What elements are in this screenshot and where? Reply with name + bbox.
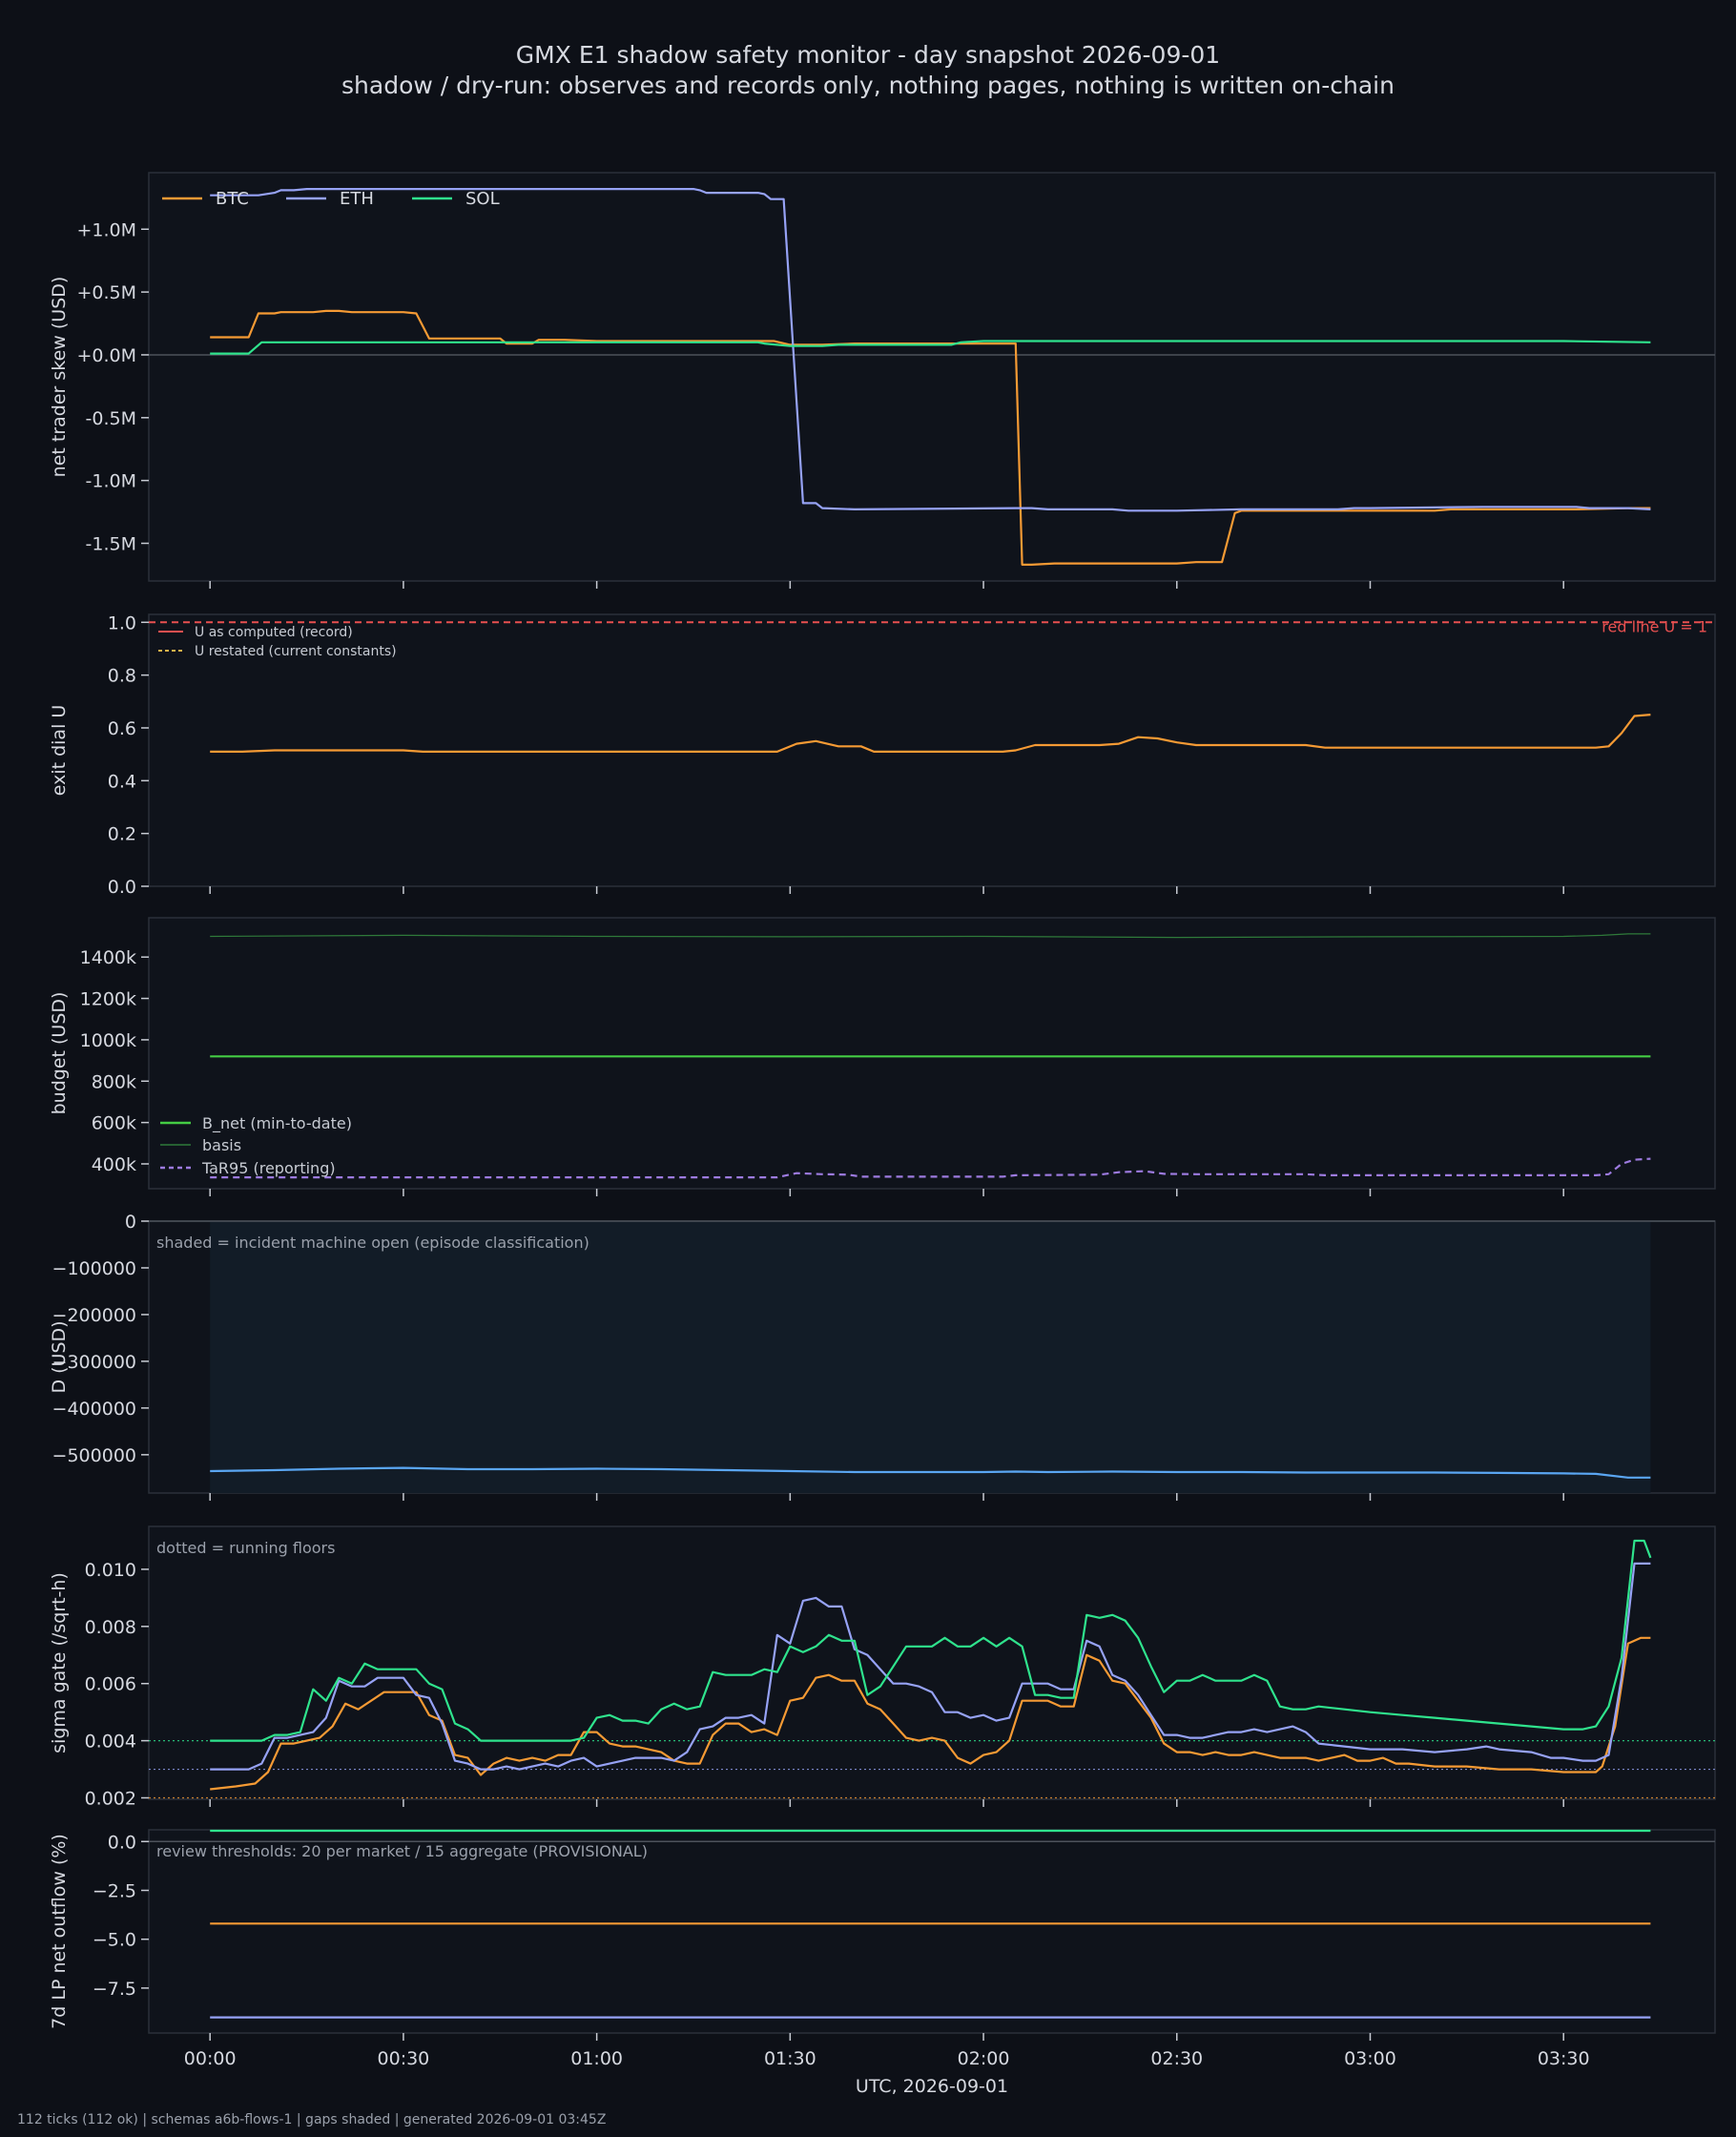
chart-subtitle: shadow / dry-run: observes and records o… — [341, 72, 1395, 99]
y-tick-label: +0.0M — [76, 345, 136, 366]
x-tick-label: 02:30 — [1150, 2048, 1203, 2069]
y-tick-label: −5.0 — [93, 1930, 136, 1951]
y-tick-label: 0.6 — [108, 718, 136, 739]
series-eth — [210, 188, 1651, 512]
y-tick-label: 0.004 — [85, 1732, 136, 1753]
y-tick-label: 600k — [92, 1113, 136, 1134]
chart-title: GMX E1 shadow safety monitor - day snaps… — [515, 41, 1221, 69]
y-tick-label: 1000k — [80, 1030, 136, 1051]
y-axis-label: sigma gate (/sqrt-h) — [49, 1572, 70, 1753]
y-tick-label: 0.2 — [108, 824, 136, 845]
legend-label: basis — [202, 1136, 241, 1154]
x-tick-label: 00:30 — [378, 2048, 430, 2069]
y-tick-label: 0.0 — [108, 1832, 136, 1853]
y-tick-label: +0.5M — [76, 282, 136, 303]
y-tick-label: +1.0M — [76, 219, 136, 240]
y-tick-label: 0.8 — [108, 666, 136, 687]
y-tick-label: 0.008 — [85, 1617, 136, 1638]
legend-label: ETH — [340, 189, 374, 209]
y-tick-label: 1.0 — [108, 612, 136, 633]
x-tick-label: 03:00 — [1344, 2048, 1396, 2069]
panel-frame — [148, 172, 1716, 582]
legend-label: TaR95 (reporting) — [201, 1159, 336, 1177]
legend-label: SOL — [465, 189, 500, 209]
y-tick-label: −400000 — [52, 1399, 136, 1420]
panel-frame — [148, 1829, 1716, 2034]
x-tick-label: 03:30 — [1538, 2048, 1590, 2069]
x-axis-label: UTC, 2026-09-01 — [856, 2076, 1008, 2097]
series-tar95-reporting- — [210, 1157, 1651, 1179]
x-tick-label: 02:00 — [958, 2048, 1010, 2069]
annotation-label: dotted = running floors — [156, 1539, 335, 1557]
footer-status: 112 ticks (112 ok) | schemas a6b-flows-1… — [17, 2112, 607, 2127]
series-d — [210, 1466, 1651, 1479]
y-tick-label: −500000 — [52, 1445, 136, 1466]
y-tick-label: 0.006 — [85, 1674, 136, 1695]
x-tick-label: 01:30 — [764, 2048, 816, 2069]
series-btc — [210, 1636, 1651, 1791]
y-axis-label: D (USD) — [49, 1320, 70, 1393]
y-tick-label: −100000 — [52, 1258, 136, 1279]
annotation-label: shaded = incident machine open (episode … — [156, 1234, 589, 1252]
panel-2: 0.0 0.2 0.4 0.6 0.8 1.0 exit dial U red line U … — [49, 612, 1716, 898]
y-tick-label: 0.4 — [108, 771, 136, 792]
y-axis-label: 7d LP net outflow (%) — [49, 1834, 70, 2029]
panel-3: 400k 600k 800k 1000k 1200k 1400k budget (USD) B… — [49, 917, 1716, 1196]
y-tick-label: 400k — [92, 1154, 136, 1175]
series-btc — [210, 309, 1651, 566]
y-tick-label: −2.5 — [93, 1880, 136, 1901]
annotation-label: red line U = 1 — [1602, 617, 1707, 635]
series-sol — [210, 340, 1651, 355]
y-axis-label: budget (USD) — [49, 992, 70, 1115]
y-tick-label: −300000 — [52, 1352, 136, 1373]
y-axis-label: net trader skew (USD) — [49, 277, 70, 478]
y-tick-label: 0.010 — [85, 1560, 136, 1581]
y-tick-label: -1.5M — [86, 533, 136, 554]
y-tick-label: -1.0M — [86, 471, 136, 492]
panel-5: 0.002 0.004 0.006 0.008 0.010 sigma gate (/sq… — [49, 1525, 1716, 1810]
y-axis-label: exit dial U — [49, 705, 70, 797]
panel-6: 0.0 −2.5 −5.0 −7.5 7d LP net outflow (%) revi… — [49, 1829, 1716, 2041]
y-tick-label: 0.002 — [85, 1789, 136, 1810]
series-sol — [210, 1539, 1652, 1742]
y-tick-label: −7.5 — [93, 1979, 136, 2000]
y-tick-label: 1200k — [80, 989, 136, 1010]
panel-1: +1.0M +0.5M +0.0M -0.5M -1.0M -1.5M net trader… — [49, 172, 1716, 589]
series-u-as-computed-record- — [210, 714, 1651, 753]
y-tick-label: 800k — [92, 1071, 136, 1092]
y-tick-label: 0 — [125, 1212, 136, 1233]
legend-label: U as computed (record) — [195, 625, 353, 640]
y-tick-label: 1400k — [80, 947, 136, 968]
x-tick-label: 00:00 — [184, 2048, 237, 2069]
shaded-incident-region — [210, 1221, 1651, 1493]
panel-4: 0 −100000 −200000 −300000 −400000 −500000 D (U… — [49, 1212, 1716, 1501]
y-tick-label: −200000 — [52, 1305, 136, 1326]
panel-frame — [148, 917, 1716, 1190]
series-basis — [210, 933, 1651, 939]
legend-label: U restated (current constants) — [195, 644, 397, 659]
legend-label: BTC — [216, 189, 249, 209]
panel-frame — [148, 1525, 1716, 1800]
y-tick-label: 0.0 — [108, 877, 136, 898]
y-tick-label: -0.5M — [86, 408, 136, 429]
annotation-label: review thresholds: 20 per market / 15 ag… — [156, 1842, 648, 1860]
legend-label: B_net (min-to-date) — [202, 1114, 352, 1133]
x-tick-label: 01:00 — [570, 2048, 623, 2069]
